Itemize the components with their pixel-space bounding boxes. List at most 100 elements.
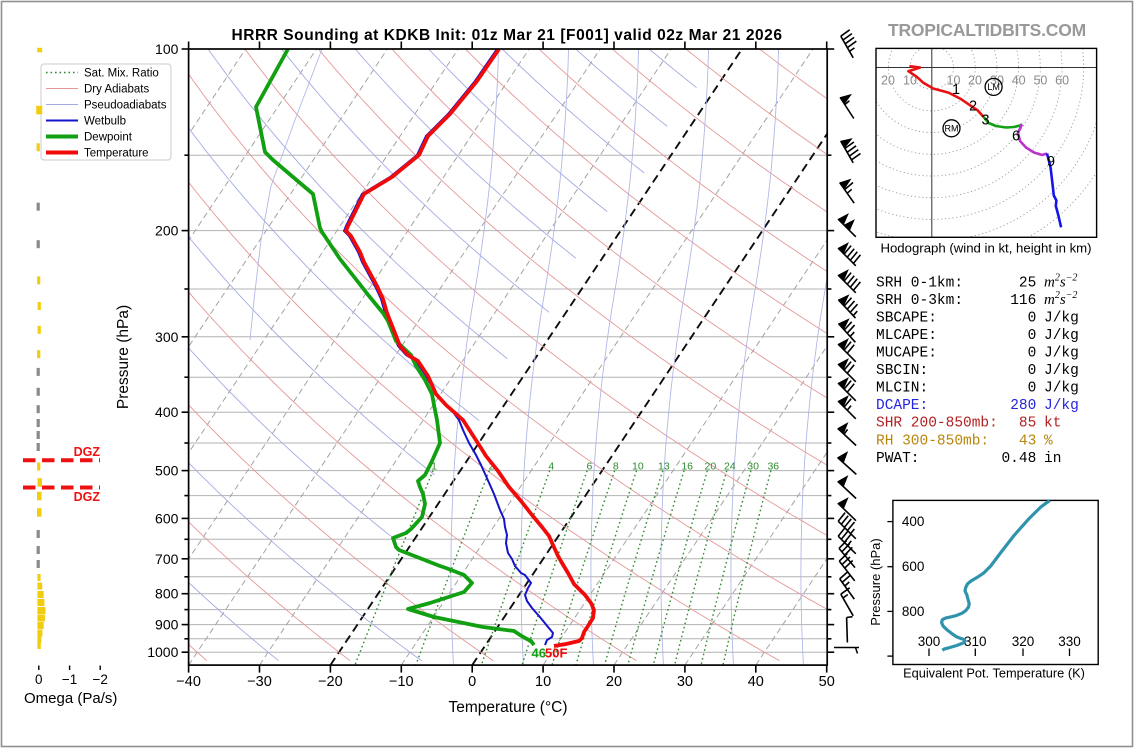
- svg-text:−30: −30: [247, 674, 272, 690]
- svg-text:Pseudoadiabats: Pseudoadiabats: [84, 100, 167, 112]
- svg-text:Dry Adiabats: Dry Adiabats: [84, 84, 149, 96]
- svg-text:400: 400: [902, 514, 925, 529]
- svg-text:320: 320: [1012, 634, 1035, 649]
- svg-text:20: 20: [968, 74, 982, 88]
- svg-text:SRH 0-3km:: SRH 0-3km:: [876, 293, 963, 309]
- svg-text:−40: −40: [176, 674, 201, 690]
- svg-text:50: 50: [819, 674, 835, 690]
- svg-text:SRH 0-1km:: SRH 0-1km:: [876, 275, 963, 291]
- svg-text:0: 0: [468, 674, 476, 690]
- svg-text:20: 20: [705, 461, 717, 473]
- svg-text:4: 4: [548, 461, 554, 473]
- svg-text:50: 50: [1033, 74, 1047, 88]
- svg-text:MLCAPE:: MLCAPE:: [876, 328, 937, 344]
- svg-text:Pressure (hPa): Pressure (hPa): [868, 538, 883, 625]
- svg-text:PWAT:: PWAT:: [876, 451, 920, 467]
- svg-text:J/kg: J/kg: [1044, 398, 1079, 414]
- svg-text:36: 36: [767, 461, 779, 473]
- svg-text:J/kg: J/kg: [1044, 328, 1079, 344]
- svg-text:900: 900: [155, 617, 179, 633]
- svg-text:SBCAPE:: SBCAPE:: [876, 311, 937, 327]
- svg-text:J/kg: J/kg: [1044, 311, 1079, 327]
- svg-text:Temperature: Temperature: [84, 148, 149, 160]
- svg-text:Sat. Mix. Ratio: Sat. Mix. Ratio: [84, 68, 159, 80]
- svg-text:280: 280: [1010, 398, 1036, 414]
- svg-text:−10: −10: [389, 674, 414, 690]
- svg-text:24: 24: [724, 461, 736, 473]
- svg-text:43: 43: [1019, 433, 1036, 449]
- svg-text:RH 300-850mb:: RH 300-850mb:: [876, 433, 989, 449]
- svg-text:500: 500: [155, 463, 179, 479]
- svg-text:HRRR Sounding at KDKB Init: 01: HRRR Sounding at KDKB Init: 01z Mar 21 […: [231, 27, 782, 44]
- svg-text:Temperature (°C): Temperature (°C): [448, 699, 567, 716]
- svg-text:DCAPE:: DCAPE:: [876, 398, 928, 414]
- svg-text:1000: 1000: [147, 644, 178, 660]
- svg-text:SBCIN:: SBCIN:: [876, 363, 928, 379]
- svg-text:MLCIN:: MLCIN:: [876, 381, 928, 397]
- svg-text:200: 200: [155, 223, 179, 239]
- svg-text:10: 10: [535, 674, 551, 690]
- svg-text:Pressure (hPa): Pressure (hPa): [115, 305, 132, 409]
- svg-text:600: 600: [902, 559, 925, 574]
- svg-text:800: 800: [155, 586, 179, 602]
- svg-text:Dewpoint: Dewpoint: [84, 132, 133, 144]
- svg-text:0: 0: [1028, 311, 1037, 327]
- svg-text:85: 85: [1019, 416, 1036, 432]
- svg-text:800: 800: [902, 604, 925, 619]
- svg-text:6: 6: [586, 461, 592, 473]
- svg-text:20: 20: [606, 674, 622, 690]
- svg-text:25: 25: [1019, 275, 1036, 291]
- svg-text:−20: −20: [318, 674, 343, 690]
- svg-text:Equivalent Pot. Temperature (K: Equivalent Pot. Temperature (K): [903, 666, 1085, 681]
- svg-text:9: 9: [1047, 154, 1055, 170]
- svg-text:0: 0: [1028, 381, 1037, 397]
- svg-text:0: 0: [1028, 328, 1037, 344]
- svg-text:kt: kt: [1044, 416, 1061, 432]
- svg-text:40: 40: [1012, 74, 1026, 88]
- svg-text:in: in: [1044, 451, 1061, 467]
- svg-text:30: 30: [990, 74, 1004, 88]
- svg-text:8: 8: [613, 461, 619, 473]
- svg-text:DGZ: DGZ: [74, 490, 101, 504]
- svg-text:%: %: [1044, 433, 1053, 449]
- svg-text:30: 30: [747, 461, 759, 473]
- svg-text:13: 13: [658, 461, 670, 473]
- svg-text:300: 300: [155, 329, 179, 345]
- svg-text:SHR 200-850mb:: SHR 200-850mb:: [876, 416, 998, 432]
- svg-text:40: 40: [748, 674, 764, 690]
- svg-text:TROPICALTIDBITS.COM: TROPICALTIDBITS.COM: [888, 20, 1086, 40]
- svg-text:100: 100: [155, 41, 179, 57]
- svg-text:10: 10: [632, 461, 644, 473]
- svg-text:2: 2: [969, 99, 977, 115]
- svg-text:700: 700: [155, 551, 179, 567]
- svg-text:600: 600: [155, 510, 179, 526]
- svg-text:DGZ: DGZ: [74, 445, 101, 459]
- svg-text:3: 3: [981, 113, 989, 129]
- svg-text:Omega (Pa/s): Omega (Pa/s): [24, 690, 117, 707]
- svg-text:10: 10: [903, 74, 917, 88]
- svg-text:Wetbulb: Wetbulb: [84, 116, 126, 128]
- svg-text:J/kg: J/kg: [1044, 381, 1079, 397]
- svg-text:30: 30: [677, 674, 693, 690]
- svg-text:6: 6: [1012, 129, 1020, 145]
- svg-text:300: 300: [918, 634, 941, 649]
- svg-text:LM: LM: [987, 82, 1000, 92]
- svg-text:16: 16: [681, 461, 693, 473]
- svg-text:1: 1: [431, 461, 437, 473]
- svg-text:J/kg: J/kg: [1044, 363, 1079, 379]
- svg-text:60: 60: [1055, 74, 1069, 88]
- svg-text:10: 10: [947, 74, 961, 88]
- svg-text:50F: 50F: [545, 646, 567, 661]
- svg-text:0: 0: [35, 672, 43, 687]
- svg-text:0: 0: [1028, 363, 1037, 379]
- svg-text:116: 116: [1010, 293, 1036, 309]
- svg-text:1: 1: [952, 82, 960, 98]
- svg-text:MUCAPE:: MUCAPE:: [876, 346, 937, 362]
- svg-text:0: 0: [1028, 346, 1037, 362]
- svg-text:−2: −2: [92, 672, 107, 687]
- svg-text:2: 2: [489, 461, 495, 473]
- svg-text:330: 330: [1058, 634, 1081, 649]
- svg-text:400: 400: [155, 404, 179, 420]
- svg-text:Hodograph (wind in kt, height: Hodograph (wind in kt, height in km): [880, 241, 1091, 256]
- svg-text:RM: RM: [945, 124, 959, 134]
